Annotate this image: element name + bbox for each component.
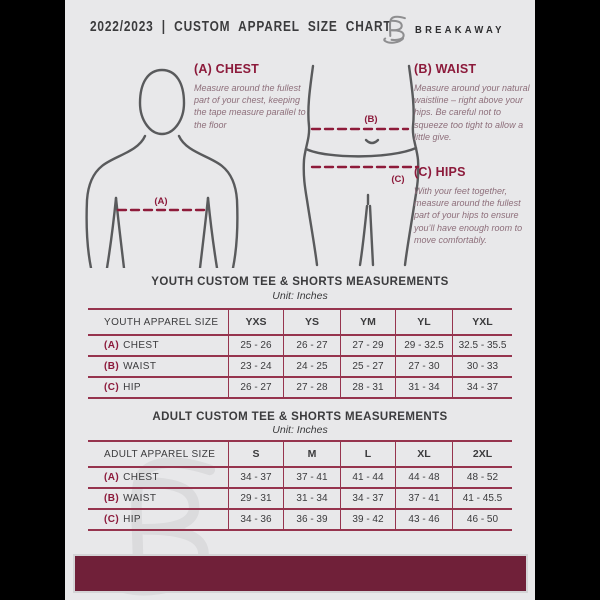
- waist-hips-measurement-diagram: (B) (C): [302, 64, 420, 267]
- measurement-value-cell: 27 - 28: [283, 378, 340, 397]
- measurement-value-cell: 32.5 - 35.5: [452, 336, 512, 355]
- measurement-value-cell: 28 - 31: [340, 378, 395, 397]
- measurement-value-cell: 29 - 32.5: [395, 336, 452, 355]
- measurement-value-cell: 27 - 29: [340, 336, 395, 355]
- measurement-value-cell: 46 - 50: [452, 510, 512, 529]
- measurement-key: (C): [104, 514, 120, 525]
- measurement-value-cell: 34 - 37: [452, 378, 512, 397]
- table-row: (A) CHEST 34 - 37 37 - 41 41 - 44 44 - 48 48 -…: [88, 468, 512, 489]
- measurement-key: (B): [104, 361, 120, 372]
- chest-marker-label: (A): [154, 196, 167, 207]
- chest-measurement-diagram: (A): [85, 68, 239, 268]
- breakaway-b-logo-icon: [383, 15, 406, 44]
- measurement-value-cell: 30 - 33: [452, 357, 512, 376]
- measurement-value-cell: 44 - 48: [395, 468, 452, 487]
- chest-instruction-heading: (A) CHEST: [194, 62, 259, 76]
- measurement-row-label: (A) CHEST: [88, 336, 228, 355]
- table-header-row: ADULT APPAREL SIZE S M L XL 2XL: [88, 442, 512, 468]
- measurement-name: CHEST: [123, 340, 159, 351]
- measurement-name: HIP: [123, 514, 141, 525]
- waist-instruction: (B) WAIST Measure around your natural wa…: [414, 62, 530, 143]
- content-area: 2022/2023 | CUSTOM APPAREL SIZE CHART BR…: [65, 0, 535, 600]
- size-column-header: S: [228, 442, 283, 466]
- measurement-value-cell: 36 - 39: [283, 510, 340, 529]
- measurement-key: (B): [104, 493, 120, 504]
- page-title: 2022/2023 | CUSTOM APPAREL SIZE CHART: [90, 19, 392, 35]
- size-table-row-label-header: ADULT APPAREL SIZE: [104, 448, 216, 460]
- measurement-value-cell: 31 - 34: [395, 378, 452, 397]
- measurement-key: (A): [104, 340, 120, 351]
- measurement-value-cell: 29 - 31: [228, 489, 283, 508]
- measurement-name: CHEST: [123, 472, 159, 483]
- measurement-row-label: (C) HIP: [88, 378, 228, 397]
- adult-section-unit: Unit: Inches: [272, 424, 328, 436]
- measurement-row-label: (B) WAIST: [88, 489, 228, 508]
- measurement-value-cell: 26 - 27: [228, 378, 283, 397]
- measurement-name: HIP: [123, 382, 141, 393]
- measurement-value-cell: 23 - 24: [228, 357, 283, 376]
- measurement-value-cell: 37 - 41: [395, 489, 452, 508]
- measurement-row-label: (A) CHEST: [88, 468, 228, 487]
- table-row: (C) HIP 26 - 27 27 - 28 28 - 31 31 - 34 34 - 3…: [88, 378, 512, 399]
- measurement-key: (C): [104, 382, 120, 393]
- size-column-header: YM: [340, 310, 395, 334]
- measurement-value-cell: 27 - 30: [395, 357, 452, 376]
- chest-instruction-text: Measure around the fullest part of your …: [194, 83, 306, 130]
- waist-instruction-heading: (B) WAIST: [414, 62, 477, 76]
- table-row: (B) WAIST 29 - 31 31 - 34 34 - 37 37 - 41 41 -…: [88, 489, 512, 510]
- waist-instruction-text: Measure around your natural waistline – …: [414, 83, 530, 142]
- size-column-header: YXS: [228, 310, 283, 334]
- waist-marker-label: (B): [364, 114, 377, 125]
- size-column-header: M: [283, 442, 340, 466]
- chest-instruction: (A) CHEST Measure around the fullest par…: [194, 62, 310, 131]
- footer-accent-bar: [73, 554, 528, 593]
- measurement-value-cell: 34 - 36: [228, 510, 283, 529]
- measurement-value-cell: 25 - 26: [228, 336, 283, 355]
- measurement-value-cell: 26 - 27: [283, 336, 340, 355]
- youth-section-unit: Unit: Inches: [272, 290, 328, 302]
- measurement-value-cell: 34 - 37: [340, 489, 395, 508]
- hips-instruction-heading: (C) HIPS: [414, 165, 466, 179]
- size-column-header: XL: [395, 442, 452, 466]
- size-column-header: YXL: [452, 310, 512, 334]
- measurement-value-cell: 31 - 34: [283, 489, 340, 508]
- measurement-value-cell: 48 - 52: [452, 468, 512, 487]
- measurement-value-cell: 24 - 25: [283, 357, 340, 376]
- measurement-name: WAIST: [123, 493, 157, 504]
- size-column-header: L: [340, 442, 395, 466]
- adult-section-title: ADULT CUSTOM TEE & SHORTS MEASUREMENTS: [152, 411, 448, 423]
- measurement-name: WAIST: [123, 361, 157, 372]
- size-column-header: 2XL: [452, 442, 512, 466]
- measurement-value-cell: 37 - 41: [283, 468, 340, 487]
- hips-instruction-text: With your feet together, measure around …: [414, 186, 523, 245]
- measurement-value-cell: 34 - 37: [228, 468, 283, 487]
- youth-size-table: YOUTH APPAREL SIZE YXS YS YM YL YXL (A) CHEST 25…: [88, 308, 512, 399]
- table-row: (C) HIP 34 - 36 36 - 39 39 - 42 43 - 46 46 - 5…: [88, 510, 512, 531]
- size-column-header: YL: [395, 310, 452, 334]
- table-row: (B) WAIST 23 - 24 24 - 25 25 - 27 27 - 30 30 -…: [88, 357, 512, 378]
- hips-marker-label: (C): [391, 174, 404, 185]
- measurement-value-cell: 39 - 42: [340, 510, 395, 529]
- measurement-row-label: (C) HIP: [88, 510, 228, 529]
- measurement-value-cell: 43 - 46: [395, 510, 452, 529]
- measurement-value-cell: 41 - 45.5: [452, 489, 512, 508]
- table-header-row: YOUTH APPAREL SIZE YXS YS YM YL YXL: [88, 310, 512, 336]
- size-column-header: YS: [283, 310, 340, 334]
- measurement-key: (A): [104, 472, 120, 483]
- adult-size-table: ADULT APPAREL SIZE S M L XL 2XL (A) CHEST 34 - 3…: [88, 440, 512, 531]
- youth-section-title: YOUTH CUSTOM TEE & SHORTS MEASUREMENTS: [151, 276, 449, 288]
- size-table-row-label-header: YOUTH APPAREL SIZE: [104, 316, 219, 328]
- brand-name: BREAKAWAY: [415, 24, 505, 36]
- table-row: (A) CHEST 25 - 26 26 - 27 27 - 29 29 - 32.5 32…: [88, 336, 512, 357]
- measurement-value-cell: 41 - 44: [340, 468, 395, 487]
- measurement-value-cell: 25 - 27: [340, 357, 395, 376]
- measurement-row-label: (B) WAIST: [88, 357, 228, 376]
- hips-instruction: (C) HIPS With your feet together, measur…: [414, 165, 530, 246]
